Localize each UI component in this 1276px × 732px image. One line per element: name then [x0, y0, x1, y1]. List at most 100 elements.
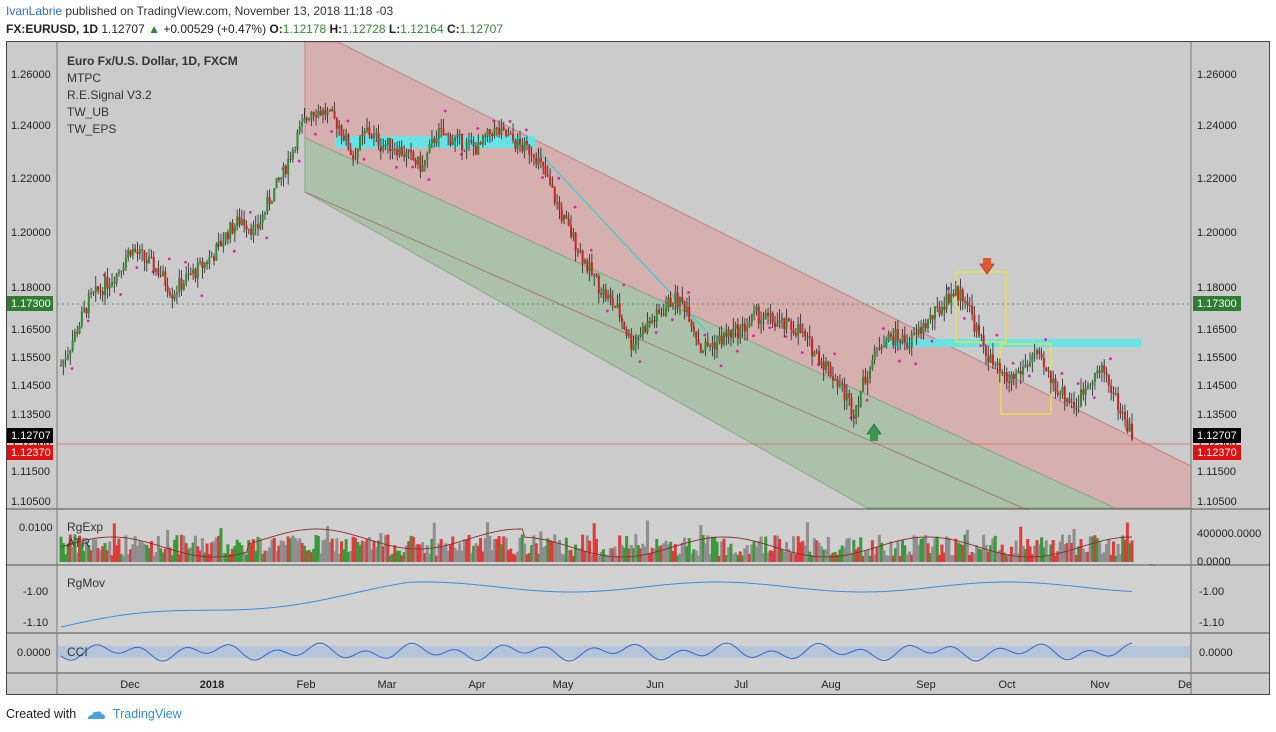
volume-bar [836, 554, 840, 562]
volume-bar [622, 547, 626, 562]
signal-dot [541, 175, 544, 179]
volume-bar [103, 543, 107, 562]
signal-dot [865, 398, 869, 402]
volume-bar [1003, 552, 1006, 562]
price-tag-right-2-text: 1.12707 [1197, 430, 1237, 442]
legend-item-tweps[interactable]: TW_EPS [67, 122, 117, 136]
candle-body [461, 133, 464, 151]
candle-body [64, 358, 67, 361]
volume-bar [476, 545, 480, 562]
candle-body [634, 338, 637, 345]
volume-bar [896, 540, 900, 562]
candle-body [491, 133, 494, 136]
volume-bar [326, 526, 330, 562]
volume-bar [221, 552, 225, 562]
volume-bar [873, 554, 877, 562]
candle-body [305, 118, 308, 121]
price-tag-left-2 [7, 428, 53, 443]
volume-bar [532, 535, 536, 562]
candle-body [498, 128, 501, 135]
volume-bar [439, 539, 443, 562]
volume-bar [490, 550, 494, 562]
volume-bar [363, 541, 367, 562]
signal-dot [914, 362, 918, 366]
candle-body [493, 127, 496, 136]
volume-bar [307, 549, 311, 562]
candle-body [143, 250, 146, 261]
candle-body [889, 333, 892, 337]
volume-bar [87, 545, 91, 562]
candle-body [947, 294, 950, 304]
candle-body [588, 262, 591, 272]
volume-bar [101, 546, 105, 562]
volume-bar [907, 551, 911, 562]
price-tag-left-3 [7, 445, 53, 460]
volume-bar [965, 529, 969, 562]
legend-item-twub[interactable]: TW_UB [67, 105, 109, 119]
volume-bar [743, 548, 747, 562]
volume-bar [365, 539, 369, 562]
volume-bar [567, 550, 571, 562]
volume-bar [1021, 545, 1025, 562]
volume-bar [548, 540, 552, 562]
volume-bar [302, 545, 306, 562]
volume-bar [768, 550, 772, 562]
volume-bar [546, 538, 550, 562]
candle-body [352, 155, 355, 160]
candle-body [672, 303, 674, 307]
volume-bar [945, 536, 949, 562]
chart-svg[interactable]: 1.26000 1.26000 1.24000 1.24000 1.22000 1.220… [7, 42, 1269, 694]
candle-body [389, 138, 392, 152]
volume-bar [328, 541, 332, 562]
signal-dot [719, 364, 723, 368]
candle-body [678, 297, 681, 307]
candle-body [447, 133, 450, 136]
candle-body [379, 146, 382, 150]
candle-body [669, 297, 672, 307]
signal-dot [1011, 361, 1015, 365]
volume-bar [889, 541, 893, 562]
candle-body [713, 342, 716, 350]
candle-body [579, 250, 582, 253]
tradingview-link[interactable]: TradingView [112, 707, 182, 721]
volume-bar [1056, 551, 1060, 562]
volume-bar [659, 545, 663, 562]
volume-bar [977, 548, 981, 562]
up-arrow-stem [870, 433, 878, 441]
candle-body [1042, 357, 1045, 368]
candle-body [338, 125, 341, 129]
signal-dot [184, 260, 187, 264]
volume-bar [961, 544, 965, 562]
author-link[interactable]: IvanLabrie [6, 4, 63, 18]
volume-bar [333, 551, 337, 562]
candle-body [774, 323, 776, 327]
volume-bar [124, 535, 128, 562]
candle-body [767, 312, 770, 316]
volume-bar [421, 542, 425, 562]
volume-bar [877, 534, 881, 562]
candle-body [182, 283, 185, 290]
candle-body [69, 350, 72, 355]
signal-dot [898, 359, 901, 363]
volume-bar [446, 550, 450, 562]
volume-bar [444, 543, 448, 562]
volume-bar [919, 539, 923, 562]
volume-bar [1060, 534, 1064, 562]
legend-item-resignal[interactable]: R.E.Signal V3.2 [67, 88, 152, 102]
signal-dot [800, 351, 804, 355]
price-change: +0.00529 (+0.47%) [163, 22, 267, 36]
volume-bar [868, 555, 872, 562]
signal-dot [395, 165, 398, 169]
volume-bar [94, 539, 98, 562]
candle-body [808, 336, 811, 339]
signal-dot [427, 178, 431, 181]
legend-item-mtpc[interactable]: MTPC [67, 71, 101, 85]
volume-bar [773, 535, 777, 562]
signal-dot [1044, 338, 1047, 342]
volume-bar [205, 543, 209, 562]
volume-bar [808, 551, 812, 562]
y-tick-label: 1.11500 [1197, 466, 1236, 478]
volume-bar [745, 545, 749, 562]
signal-dot [930, 339, 934, 343]
volume-bar [356, 541, 360, 562]
